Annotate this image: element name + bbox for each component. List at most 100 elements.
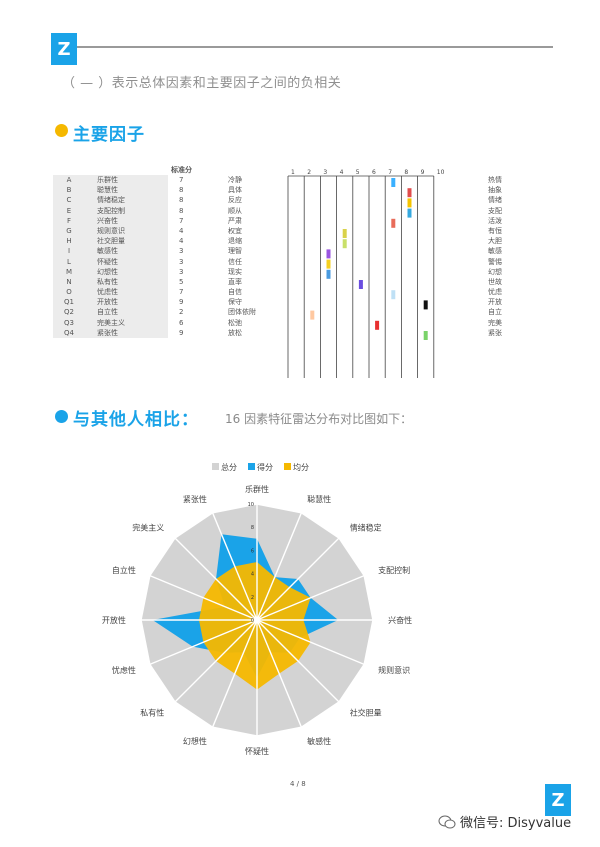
radar-category-label: 完美主义 xyxy=(132,522,164,532)
radar-tick-label: 10 xyxy=(248,502,254,508)
factor-table: 标准分 乐群性 A 7 聪慧性 B 8 情绪稳定 C 8 支配控制 E 8 兴奋性 F 7 规则意识 G 4 社交胆… xyxy=(53,165,219,339)
factor-profile-grid: 1 2 3 4 5 6 7 8 9 10 xyxy=(287,169,445,378)
radar-spoke xyxy=(256,619,303,728)
radar-category-label: 聪慧性 xyxy=(307,494,331,504)
right-pole-label: 有恒 xyxy=(488,226,502,235)
factor-row: 规则意识 G 4 xyxy=(53,225,219,237)
score-marker xyxy=(407,208,412,218)
scale-tick-label: 1 xyxy=(291,169,295,176)
right-pole-label: 敏感 xyxy=(488,247,502,256)
factor-row: 社交胆量 H 4 xyxy=(53,236,219,247)
radar-category-label: 支配控制 xyxy=(378,565,410,575)
factor-name: 聪慧性 xyxy=(53,185,168,196)
legend-label: 总分 xyxy=(221,462,237,472)
radar-spoke xyxy=(256,512,303,621)
factor-score: 4 xyxy=(179,237,184,246)
left-pole-label: 退缩 xyxy=(228,237,242,246)
radar-spoke xyxy=(256,619,365,666)
section-bullet-compare xyxy=(55,410,68,423)
factor-name: 敏感性 xyxy=(53,246,168,257)
section-title-main-factors: 主要因子 xyxy=(73,125,145,145)
score-marker xyxy=(423,300,428,310)
scale-tick-label: 7 xyxy=(388,169,392,176)
left-pole-label: 具体 xyxy=(228,186,242,195)
right-pole-label: 自立 xyxy=(488,308,502,317)
factor-name: 私有性 xyxy=(53,276,168,288)
radar-spoke xyxy=(149,574,258,621)
radar-tick-label: 4 xyxy=(251,572,254,578)
factor-name: 开放性 xyxy=(53,297,168,308)
factor-name: 忧虑性 xyxy=(53,287,168,298)
right-pole-label: 开放 xyxy=(488,298,502,307)
scale-tick-label: 4 xyxy=(340,169,344,176)
radar-category-label: 情绪稳定 xyxy=(350,522,382,532)
factor-name: 幻想性 xyxy=(53,266,168,277)
right-pole-label: 幻想 xyxy=(488,267,502,276)
right-pole-label: 世故 xyxy=(488,277,502,286)
radar-category-label: 紧张性 xyxy=(183,494,207,504)
score-marker xyxy=(391,218,396,228)
factor-score: 8 xyxy=(179,196,184,205)
legend-swatch xyxy=(284,463,291,470)
radar-spoke xyxy=(174,537,258,621)
right-pole-label: 完美 xyxy=(488,318,502,327)
factor-row: 开放性 Q1 9 xyxy=(53,297,219,308)
radar-category-label: 自立性 xyxy=(112,565,136,575)
score-marker xyxy=(326,249,331,259)
score-marker xyxy=(375,320,380,330)
right-pole-labels: 热情 抽象 情绪 支配 活泼 有恒 大胆 敏感 警惕 幻想 世故 忧虑 开放 自立 完美 紧张 xyxy=(488,175,502,338)
left-pole-label: 权宜 xyxy=(228,226,242,235)
right-pole-label: 警惕 xyxy=(488,257,502,266)
brand-logo-bottom: Z xyxy=(545,784,571,816)
factor-score: 7 xyxy=(179,176,184,184)
factor-row: 完美主义 Q3 6 xyxy=(53,317,219,328)
left-pole-label: 自信 xyxy=(228,288,242,297)
score-marker xyxy=(407,198,412,208)
factor-row: 聪慧性 B 8 xyxy=(53,185,219,196)
factor-row: 敏感性 I 3 xyxy=(53,246,219,257)
factor-name: 完美主义 xyxy=(53,317,168,328)
factor-score: 3 xyxy=(179,257,184,266)
legend-label: 得分 xyxy=(257,462,273,472)
factor-code: Q2 xyxy=(64,308,74,317)
radar-category-label: 敏感性 xyxy=(307,736,331,746)
radar-tick-label: 0 xyxy=(251,618,254,624)
factor-table-header: 标准分 xyxy=(53,165,219,175)
factor-code: A xyxy=(66,176,72,184)
radar-category-label: 社交胆量 xyxy=(350,708,382,718)
factor-code: I xyxy=(67,247,71,256)
factor-row: 兴奋性 F 7 xyxy=(53,215,219,226)
radar-tick-label: 6 xyxy=(251,548,254,554)
factor-score: 9 xyxy=(179,328,184,337)
left-pole-label: 信任 xyxy=(228,257,242,266)
factor-code: N xyxy=(66,277,72,286)
scale-tick-label: 8 xyxy=(404,169,408,176)
right-pole-label: 忧虑 xyxy=(488,288,502,297)
radar-tick-label: 8 xyxy=(251,525,254,531)
factor-row: 忧虑性 O 7 xyxy=(53,287,219,298)
factor-score: 7 xyxy=(179,216,184,225)
factor-name: 规则意识 xyxy=(53,225,168,237)
radar-category-label: 兴奋性 xyxy=(388,615,412,625)
factor-row: 自立性 Q2 2 xyxy=(53,307,219,318)
factor-name: 支配控制 xyxy=(53,205,168,216)
factor-code: Q1 xyxy=(64,298,74,307)
score-marker xyxy=(358,280,363,289)
left-pole-label: 松弛 xyxy=(228,318,242,327)
left-pole-labels: 冷静 具体 反应 顺从 严肃 权宜 退缩 理智 信任 现实 直率 自信 保守 团体依附 松弛 放松 xyxy=(228,175,256,338)
right-pole-label: 活泼 xyxy=(488,216,502,225)
right-pole-label: 抽象 xyxy=(488,186,502,195)
factor-code: H xyxy=(66,237,72,246)
radar-category-label: 开放性 xyxy=(102,615,126,625)
factor-score: 8 xyxy=(179,206,184,215)
factor-row: 乐群性 A 7 xyxy=(53,175,219,186)
left-pole-label: 严肃 xyxy=(228,216,242,225)
factor-name: 自立性 xyxy=(53,307,168,318)
score-column-header: 标准分 xyxy=(171,166,192,174)
factor-code: Q4 xyxy=(64,328,74,337)
score-marker xyxy=(342,239,347,249)
factor-score: 5 xyxy=(179,277,184,286)
right-pole-label: 热情 xyxy=(488,176,502,184)
left-pole-label: 理智 xyxy=(228,247,242,256)
score-marker xyxy=(391,178,396,187)
